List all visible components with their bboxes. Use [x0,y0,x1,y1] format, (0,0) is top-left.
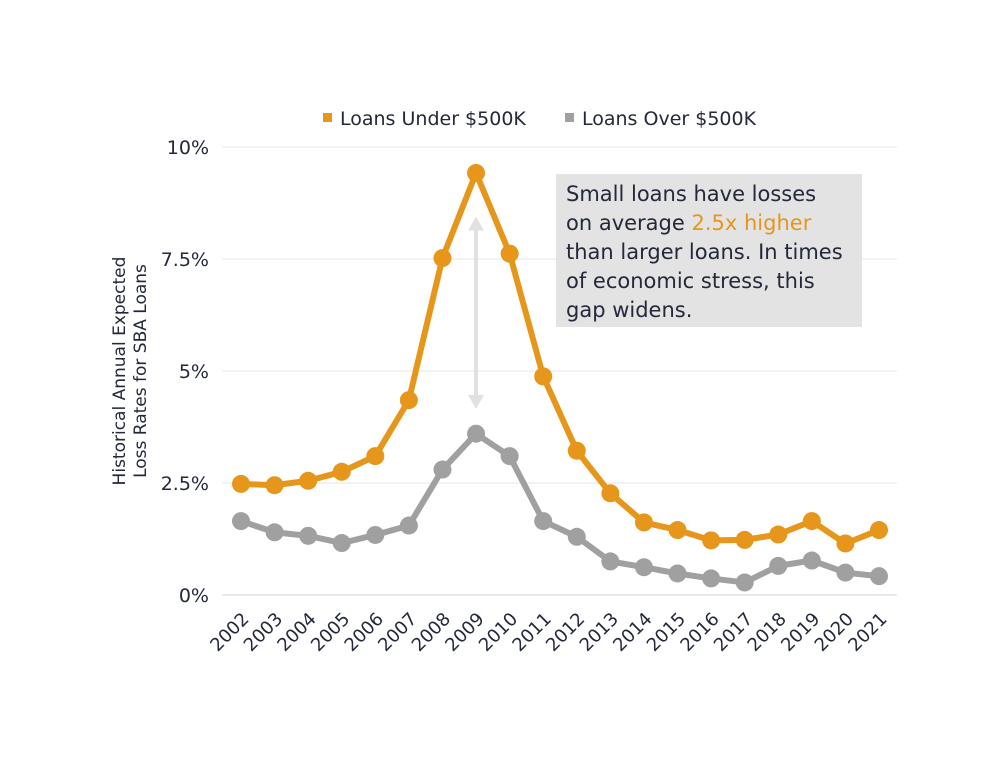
data-point-under-500k [433,249,452,268]
annotation [468,216,485,409]
legend: Loans Under $500K Loans Over $500K [323,108,757,130]
callout-segment: of economic stress, this [566,269,815,293]
data-point-under-500k [232,474,250,493]
data-point-over-500k [433,460,452,479]
y-tick-label: 10% [167,137,209,159]
callout-segment: on average [566,211,691,235]
data-point-under-500k [769,525,788,544]
y-tick-label: 0% [179,585,209,607]
data-point-under-500k [366,447,385,466]
data-point-under-500k [836,534,855,553]
data-point-under-500k [634,513,653,532]
data-point-over-500k [836,563,855,582]
data-point-over-500k [534,512,553,531]
legend-over-500k-marker [565,113,574,122]
y-tick-label: 7.5% [161,249,209,271]
data-point-over-500k [769,556,788,575]
data-point-under-500k [299,471,318,490]
y-axis-title-line: Historical Annual Expected [110,257,130,486]
data-point-under-500k [735,530,754,549]
x-tick-label: 2021 [844,609,891,656]
data-point-under-500k [601,484,620,503]
data-point-over-500k [634,558,653,577]
data-point-over-500k [500,447,519,466]
data-point-over-500k [601,552,620,571]
data-point-under-500k [802,512,821,531]
y-tick-label: 2.5% [161,473,209,495]
data-point-under-500k [870,521,888,540]
legend-under-500k-label: Loans Under $500K [340,108,526,130]
legend-over-500k-label: Loans Over $500K [582,108,757,130]
data-point-over-500k [735,573,754,592]
data-point-over-500k [332,534,351,553]
y-axis-title: Historical Annual ExpectedLoss Rates for… [110,257,151,486]
data-point-over-500k [870,567,888,586]
data-point-over-500k [299,526,318,545]
data-point-under-500k [534,367,553,386]
callout-highlight: 2.5x higher [691,211,811,235]
data-point-under-500k [332,462,351,481]
data-point-under-500k [467,163,486,182]
data-point-over-500k [802,551,821,570]
data-point-over-500k [467,424,486,443]
callout-line: on average 2.5x higher [566,211,812,235]
callout-segment: than larger loans. In times [566,240,843,264]
gap-arrow-head-down [468,394,485,409]
data-point-over-500k [567,527,586,546]
callout-line: Small loans have losses [566,182,816,206]
y-tick-label: 5% [179,361,209,383]
data-point-over-500k [702,569,721,588]
data-point-over-500k [668,564,687,583]
data-point-under-500k [567,441,586,460]
callout-line: than larger loans. In times [566,240,843,264]
y-axis-title-line: Loss Rates for SBA Loans [131,264,151,478]
legend-under-500k-marker [323,113,332,122]
data-point-under-500k [500,244,519,263]
callout-line: of economic stress, this [566,269,815,293]
data-point-over-500k [399,516,418,535]
callout-line: gap widens. [566,298,692,322]
data-point-over-500k [265,523,284,542]
gap-arrow-head-up [468,216,485,231]
data-point-under-500k [668,521,687,540]
data-point-under-500k [399,391,418,410]
callout-segment: gap widens. [566,298,692,322]
data-point-under-500k [702,531,721,550]
data-point-under-500k [265,476,284,495]
callout-segment: Small loans have losses [566,182,816,206]
callout: Small loans have losses on average 2.5x h… [556,174,862,327]
series [232,163,888,592]
data-point-over-500k [232,512,250,531]
callout-box [556,174,862,327]
data-point-over-500k [366,525,385,544]
